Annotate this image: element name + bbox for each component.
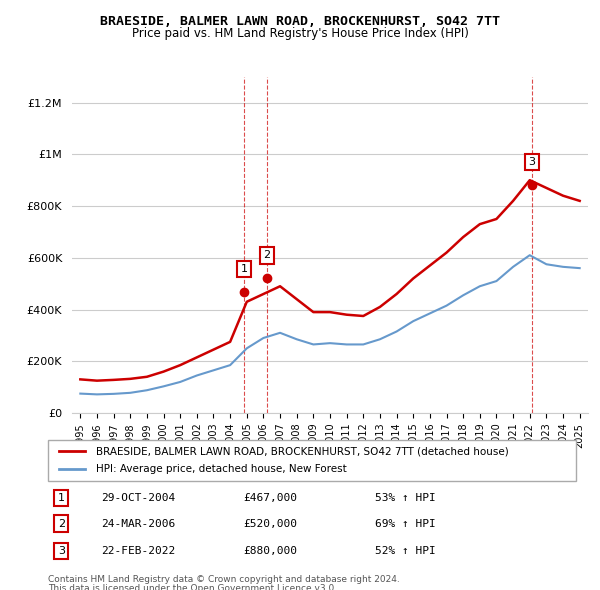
Text: BRAESIDE, BALMER LAWN ROAD, BROCKENHURST, SO42 7TT: BRAESIDE, BALMER LAWN ROAD, BROCKENHURST…	[100, 15, 500, 28]
Text: £880,000: £880,000	[244, 546, 298, 556]
Text: 53% ↑ HPI: 53% ↑ HPI	[376, 493, 436, 503]
Text: BRAESIDE, BALMER LAWN ROAD, BROCKENHURST, SO42 7TT (detached house): BRAESIDE, BALMER LAWN ROAD, BROCKENHURST…	[95, 446, 508, 456]
Text: £520,000: £520,000	[244, 519, 298, 529]
Text: 22-FEB-2022: 22-FEB-2022	[101, 546, 175, 556]
Text: 24-MAR-2006: 24-MAR-2006	[101, 519, 175, 529]
Text: Contains HM Land Registry data © Crown copyright and database right 2024.: Contains HM Land Registry data © Crown c…	[48, 575, 400, 584]
Text: This data is licensed under the Open Government Licence v3.0.: This data is licensed under the Open Gov…	[48, 584, 337, 590]
Text: 1: 1	[58, 493, 65, 503]
Text: HPI: Average price, detached house, New Forest: HPI: Average price, detached house, New …	[95, 464, 346, 474]
Text: £467,000: £467,000	[244, 493, 298, 503]
Text: 29-OCT-2004: 29-OCT-2004	[101, 493, 175, 503]
Text: 3: 3	[58, 546, 65, 556]
FancyBboxPatch shape	[48, 440, 576, 481]
Text: Price paid vs. HM Land Registry's House Price Index (HPI): Price paid vs. HM Land Registry's House …	[131, 27, 469, 40]
Text: 52% ↑ HPI: 52% ↑ HPI	[376, 546, 436, 556]
Text: 1: 1	[241, 264, 247, 274]
Text: 2: 2	[58, 519, 65, 529]
Text: 2: 2	[263, 250, 271, 260]
Text: 69% ↑ HPI: 69% ↑ HPI	[376, 519, 436, 529]
Text: 3: 3	[529, 157, 535, 167]
